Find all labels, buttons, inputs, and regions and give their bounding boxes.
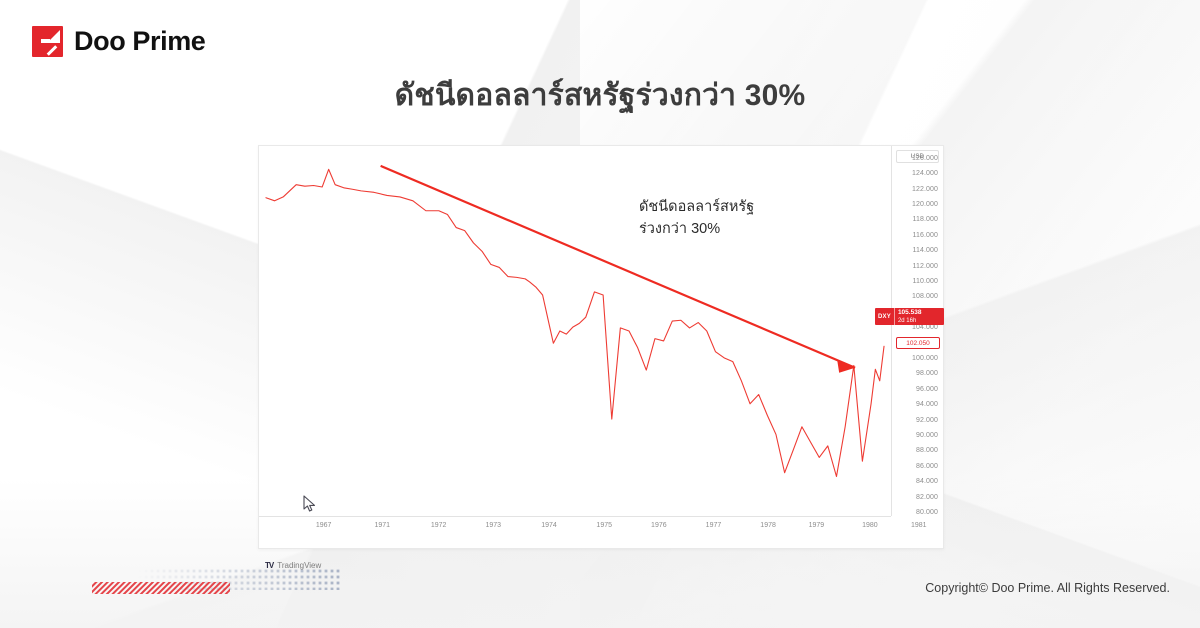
year-tick: 1978 — [760, 522, 776, 529]
dxy-line-chart — [265, 164, 885, 478]
time-scale[interactable]: 1967 1971 1972 1973 1974 1975 1976 1977 1978 1979… — [259, 516, 927, 548]
price-tick: 98.000 — [915, 370, 938, 378]
price-tick: 82.000 — [915, 493, 938, 501]
year-tick: 1973 — [485, 522, 502, 529]
price-tick: 104.000 — [911, 324, 938, 332]
trend-arrow-annotation — [380, 164, 856, 373]
currency-header: USD — [896, 150, 939, 163]
price-tick: 110.000 — [912, 277, 938, 285]
price-tick: 124.000 — [911, 170, 938, 178]
chart-annotation-line2: ร่วงกว่า 30% — [639, 221, 721, 238]
price-tick: 118.000 — [912, 216, 938, 224]
symbol-countdown: 2d 16h — [897, 317, 917, 324]
chart-card: ดัชนีดอลลาร์สหรัฐ ร่วงกว่า 30% USD 126.0… — [258, 145, 944, 570]
year-tick: 1980 — [862, 522, 878, 529]
price-tick: 92.000 — [915, 416, 938, 424]
footer-decoration — [92, 568, 342, 594]
price-tick: 94.000 — [915, 401, 938, 409]
price-tick: 90.000 — [915, 431, 938, 439]
price-tick: 126.000 — [911, 154, 938, 162]
year-tick: 1981 — [910, 522, 927, 529]
symbol-last-price: 105.538 — [897, 308, 922, 316]
price-tick: 80.000 — [915, 509, 938, 516]
price-tick: 86.000 — [915, 462, 938, 470]
page-title: ดัชนีดอลลาร์สหรัฐร่วงกว่า 30% — [394, 79, 806, 112]
brand-name: Doo Prime — [74, 26, 206, 56]
price-tick: 84.000 — [915, 478, 938, 486]
brand-logo: Doo Prime — [32, 26, 206, 57]
year-tick: 1972 — [430, 522, 447, 529]
mouse-cursor-icon — [303, 495, 316, 512]
price-tick: 116.000 — [912, 231, 938, 239]
price-tick: 114.000 — [912, 247, 938, 255]
chart-annotation: ดัชนีดอลลาร์สหรัฐ ร่วงกว่า 30% — [639, 196, 839, 241]
copyright-text: Copyright© Doo Prime. All Rights Reserve… — [925, 581, 1170, 595]
price-tick: 96.000 — [915, 385, 938, 393]
year-tick: 1975 — [596, 522, 613, 529]
chart-annotation-line1: ดัชนีดอลลาร์สหรัฐ — [639, 199, 755, 215]
price-line — [265, 168, 885, 478]
year-tick: 1967 — [315, 522, 332, 529]
price-tick: 100.000 — [911, 354, 938, 362]
year-tick: 1976 — [651, 522, 667, 529]
doo-prime-logo-icon — [32, 26, 63, 57]
symbol-price-badge[interactable]: DXY 105.538 2d 16h — [875, 308, 944, 326]
year-tick: 1974 — [541, 522, 557, 529]
tradingview-attribution[interactable]: TV TradingView — [265, 561, 321, 570]
price-tick: 88.000 — [915, 447, 938, 455]
price-level-label: 102.050 — [896, 337, 940, 350]
year-tick: 1971 — [374, 522, 391, 529]
symbol-ticker: DXY — [875, 308, 895, 326]
price-tick: 120.000 — [911, 200, 938, 208]
price-tick: 112.000 — [912, 262, 938, 270]
price-scale[interactable]: USD 126.000 124.000 122.000 120.000 118.000 1… — [875, 146, 944, 516]
price-tick: 122.000 — [911, 185, 938, 193]
year-tick: 1977 — [705, 522, 722, 529]
price-tick: 108.000 — [911, 293, 938, 301]
tradingview-logo-icon: TV — [265, 561, 274, 570]
year-tick: 1979 — [808, 522, 825, 529]
chart-plot-area: ดัชนีดอลลาร์สหรัฐ ร่วงกว่า 30% — [259, 146, 891, 516]
tradingview-label: TradingView — [277, 561, 322, 570]
